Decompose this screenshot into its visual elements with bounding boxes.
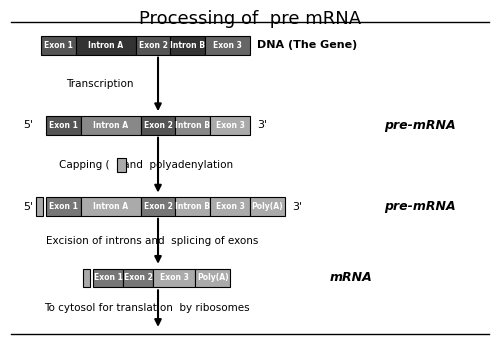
Text: Exon 1: Exon 1 <box>94 273 122 282</box>
Text: pre-mRNA: pre-mRNA <box>384 200 456 213</box>
Text: Intron B: Intron B <box>176 202 210 211</box>
Text: DNA (The Gene): DNA (The Gene) <box>258 40 358 51</box>
Bar <box>94 268 123 287</box>
Bar <box>46 197 81 216</box>
Bar <box>176 197 210 216</box>
Text: 5': 5' <box>24 202 34 212</box>
Text: To cytosol for translation  by ribosomes: To cytosol for translation by ribosomes <box>44 303 250 313</box>
Bar <box>153 268 196 287</box>
Bar <box>196 268 230 287</box>
Text: Intron A: Intron A <box>93 202 128 211</box>
Text: Exon 2: Exon 2 <box>138 41 168 50</box>
Text: Intron B: Intron B <box>176 121 210 130</box>
Text: Exon 1: Exon 1 <box>49 121 78 130</box>
Bar <box>46 116 81 134</box>
Text: 3': 3' <box>292 202 302 212</box>
Bar <box>140 197 175 216</box>
Text: Exon 2: Exon 2 <box>144 202 172 211</box>
Text: Poly(A): Poly(A) <box>197 273 228 282</box>
Text: Exon 3: Exon 3 <box>216 202 244 211</box>
Bar <box>140 116 175 134</box>
Bar <box>76 36 136 55</box>
Text: Intron A: Intron A <box>93 121 128 130</box>
Bar <box>250 197 285 216</box>
Bar <box>36 197 43 216</box>
Text: Intron B: Intron B <box>170 41 205 50</box>
Bar <box>123 268 153 287</box>
Bar <box>117 158 126 172</box>
Bar <box>170 36 205 55</box>
Text: Intron A: Intron A <box>88 41 124 50</box>
Text: Exon 2: Exon 2 <box>124 273 152 282</box>
Bar <box>84 268 90 287</box>
Text: Processing of  pre mRNA: Processing of pre mRNA <box>139 10 361 28</box>
Bar <box>136 36 170 55</box>
Bar <box>206 36 250 55</box>
Bar <box>210 116 250 134</box>
Bar <box>41 36 76 55</box>
Bar <box>210 197 250 216</box>
Text: Excision of introns and  splicing of exons: Excision of introns and splicing of exon… <box>46 236 258 246</box>
Text: Exon 2: Exon 2 <box>144 121 172 130</box>
Bar <box>176 116 210 134</box>
Bar <box>81 116 140 134</box>
Text: Capping (  ) and  polyadenylation: Capping ( ) and polyadenylation <box>58 160 233 170</box>
Text: 3': 3' <box>258 120 268 130</box>
Text: pre-mRNA: pre-mRNA <box>384 119 456 132</box>
Text: mRNA: mRNA <box>330 271 372 284</box>
Text: Poly(A): Poly(A) <box>252 202 283 211</box>
Text: Exon 1: Exon 1 <box>49 202 78 211</box>
Text: Exon 3: Exon 3 <box>160 273 188 282</box>
Text: Transcription: Transcription <box>66 79 134 89</box>
Text: Exon 1: Exon 1 <box>44 41 73 50</box>
Text: 5': 5' <box>24 120 34 130</box>
Text: Exon 3: Exon 3 <box>216 121 244 130</box>
Text: Exon 3: Exon 3 <box>213 41 242 50</box>
Bar <box>81 197 140 216</box>
